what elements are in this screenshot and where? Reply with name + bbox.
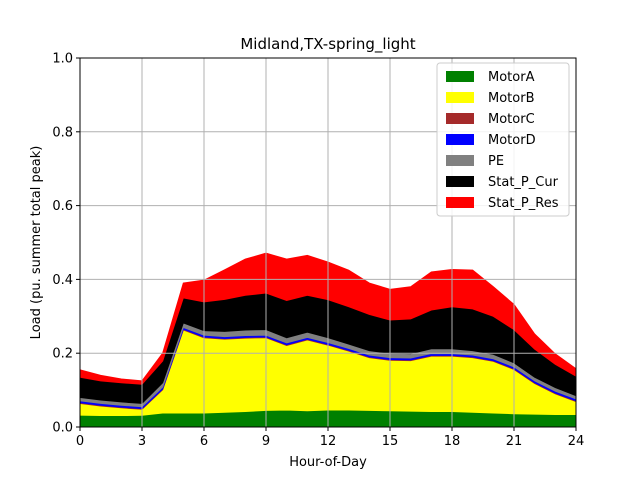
legend-label-stat-p-cur: Stat_P_Cur xyxy=(488,175,559,190)
y-axis-label: Load (pu. summer total peak) xyxy=(29,146,44,340)
legend-swatch-motorc xyxy=(446,113,474,124)
legend-swatch-stat-p-res xyxy=(446,197,474,208)
y-tick-label: 1.0 xyxy=(52,52,73,67)
legend-label-motora: MotorA xyxy=(488,70,535,85)
chart-title: Midland,TX-spring_light xyxy=(240,35,415,54)
legend-label-motorb: MotorB xyxy=(488,91,534,106)
legend-swatch-motorb xyxy=(446,92,474,103)
legend-label-motord: MotorD xyxy=(488,133,536,148)
legend: MotorA MotorB MotorC MotorD PE Stat_P_Cur Stat… xyxy=(436,62,570,217)
x-tick-label: 12 xyxy=(320,434,337,449)
legend-label-pe: PE xyxy=(488,154,504,169)
y-tick-label: 0.0 xyxy=(52,421,73,436)
legend-label-stat-p-res: Stat_P_Res xyxy=(488,196,559,211)
legend-swatch-stat-p-cur xyxy=(446,176,474,187)
x-tick-label: 3 xyxy=(138,434,146,449)
x-tick-label: 18 xyxy=(444,434,461,449)
legend-swatch-motord xyxy=(446,134,474,145)
x-tick-label: 9 xyxy=(262,434,270,449)
ticks-group: 0 3 6 9 12 15 18 21 24 0.0 0.2 0.4 0.6 0.8 1.0 xyxy=(52,52,584,450)
x-axis-label: Hour-of-Day xyxy=(289,455,367,470)
y-tick-label: 0.4 xyxy=(52,273,73,288)
legend-swatch-pe xyxy=(446,155,474,166)
x-tick-label: 6 xyxy=(200,434,208,449)
x-tick-label: 0 xyxy=(76,434,84,449)
x-tick-label: 21 xyxy=(506,434,523,449)
x-tick-label: 15 xyxy=(382,434,399,449)
y-tick-label: 0.8 xyxy=(52,125,73,140)
legend-swatch-motora xyxy=(446,71,474,82)
legend-label-motorc: MotorC xyxy=(488,112,535,127)
y-tick-label: 0.6 xyxy=(52,199,73,214)
y-tick-label: 0.2 xyxy=(52,347,73,362)
x-tick-label: 24 xyxy=(568,434,585,449)
